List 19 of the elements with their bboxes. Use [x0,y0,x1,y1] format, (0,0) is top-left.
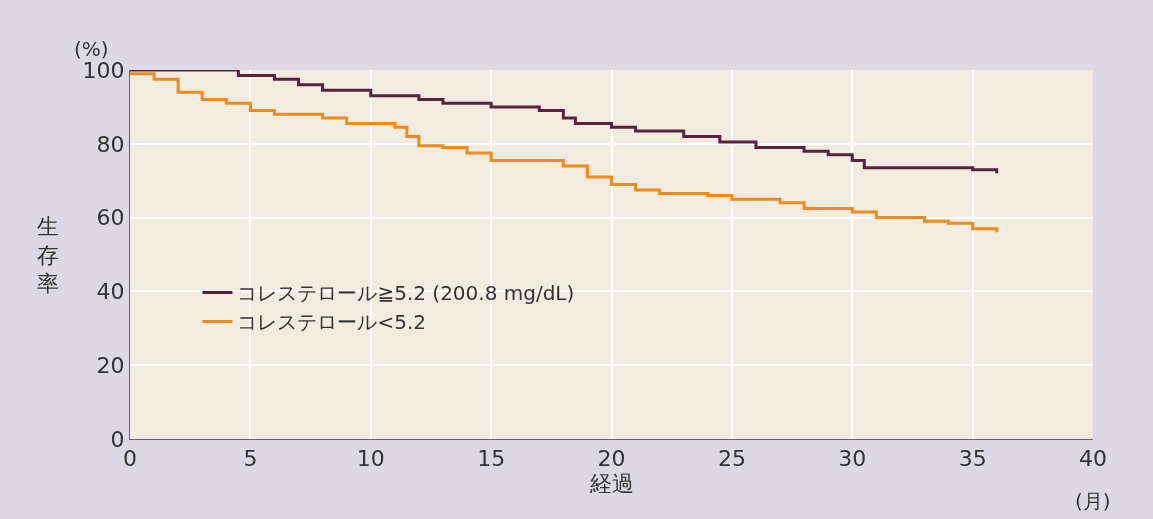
text: (月) [1075,489,1111,513]
x-tick-label: 5 [243,446,258,472]
y-tick-label: 20 [96,352,125,378]
x-tick-label: 30 [838,446,867,472]
y-tick-label: 60 [96,205,125,231]
x-tick-label: 25 [717,446,746,472]
legend-label: コレステロール≧5.2 (200.8 mg/dL) [237,281,575,306]
legend-label: コレステロール<5.2 [237,310,426,335]
y-tick-label: 40 [96,279,125,305]
y-tick-label: 0 [110,426,125,452]
x-tick-label: 20 [597,446,626,472]
x-tick-label: 15 [477,446,506,472]
y-axis-title: 生存率 [37,214,59,297]
y-tick-label: 80 [96,131,125,157]
x-tick-label: 40 [1079,446,1107,472]
x-tick-label: 35 [958,446,987,472]
x-tick-label: 10 [356,446,385,472]
text: (%) [74,37,109,61]
x-axis-title: 経過 [588,471,634,497]
